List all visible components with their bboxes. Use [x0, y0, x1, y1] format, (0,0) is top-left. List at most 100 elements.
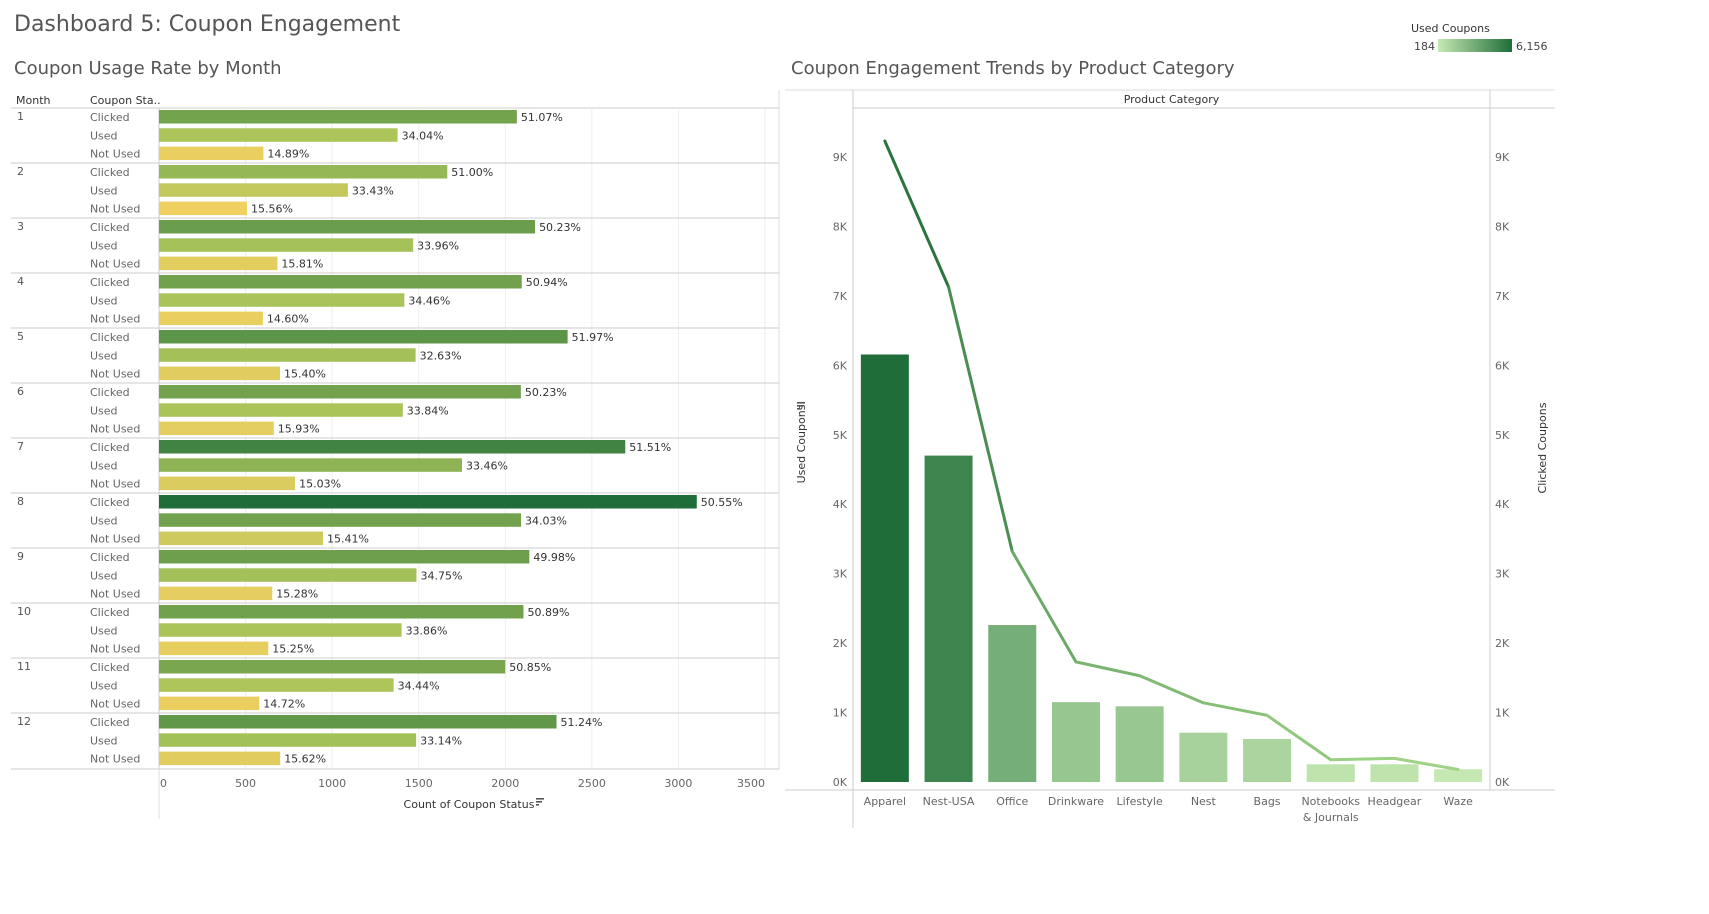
bar[interactable]	[159, 293, 405, 307]
category-bar[interactable]	[1370, 764, 1419, 782]
y2-tick-label: 1K	[1495, 707, 1510, 720]
clicked-line-segment[interactable]	[1074, 660, 1142, 678]
x-axis-title: Count of Coupon Status	[404, 798, 535, 811]
x-tick-label: 2000	[491, 777, 519, 790]
clicked-line-segment[interactable]	[883, 139, 951, 289]
bar[interactable]	[159, 220, 536, 234]
x-tick-label: 3000	[664, 777, 692, 790]
bar[interactable]	[159, 476, 296, 491]
bar[interactable]	[159, 348, 416, 362]
category-trend-chart[interactable]: Product Category 0K 0K 1K 1K 2K 2K 3K 3K 4K 4K 5K 5K…	[785, 84, 1709, 830]
bar[interactable]	[159, 421, 274, 436]
clicked-line-segment[interactable]	[1010, 549, 1078, 664]
category-bar[interactable]	[924, 455, 973, 782]
bar[interactable]	[159, 641, 269, 656]
category-bar[interactable]	[1051, 702, 1100, 782]
bar[interactable]	[159, 513, 522, 527]
bar[interactable]	[159, 385, 521, 399]
bar[interactable]	[159, 183, 348, 197]
category-bar[interactable]	[1306, 764, 1355, 782]
status-label: Not Used	[90, 643, 140, 656]
monthly-usage-chart[interactable]: Month Coupon Sta.. 1 Clicked 51.07% Used 34.04…	[0, 84, 785, 824]
clicked-line-segment[interactable]	[1329, 756, 1396, 762]
status-label: Used	[90, 129, 118, 142]
bar-value-label: 33.96%	[417, 239, 459, 252]
bar[interactable]	[159, 311, 263, 326]
bar-value-label: 51.51%	[629, 441, 671, 454]
clicked-line-segment[interactable]	[1392, 756, 1460, 771]
bar-value-label: 33.86%	[406, 624, 448, 637]
bar[interactable]	[159, 696, 260, 711]
category-label: Apparel	[864, 795, 906, 808]
status-label: Clicked	[90, 496, 130, 509]
y-sort-icon[interactable]	[797, 402, 805, 410]
clicked-line-segment[interactable]	[947, 285, 1014, 553]
status-label: Not Used	[90, 203, 140, 216]
bar[interactable]	[159, 586, 273, 601]
bar[interactable]	[159, 733, 417, 747]
bar-value-label: 33.46%	[466, 459, 508, 472]
bar[interactable]	[159, 366, 281, 381]
status-label: Used	[90, 514, 118, 527]
legend-title: Used Coupons	[1411, 22, 1490, 35]
bar[interactable]	[159, 458, 462, 472]
category-bar[interactable]	[1434, 769, 1483, 782]
bar[interactable]	[159, 568, 417, 582]
bar[interactable]	[159, 165, 448, 179]
category-bar[interactable]	[1115, 706, 1164, 782]
y2-tick-label: 9K	[1495, 151, 1510, 164]
category-bar[interactable]	[1179, 732, 1228, 782]
bar[interactable]	[159, 623, 402, 637]
y2-tick-label: 4K	[1495, 498, 1510, 511]
y2-tick-label: 0K	[1495, 776, 1510, 789]
category-bar[interactable]	[988, 625, 1037, 782]
clicked-line-segment[interactable]	[1201, 701, 1269, 717]
bar[interactable]	[159, 330, 568, 344]
bar[interactable]	[159, 531, 323, 546]
y2-tick-label: 3K	[1495, 568, 1510, 581]
bar[interactable]	[159, 678, 394, 692]
bar-value-label: 33.14%	[420, 734, 462, 747]
bar[interactable]	[159, 605, 524, 619]
color-legend[interactable]: Used Coupons 184 6,156	[1410, 22, 1560, 62]
bar[interactable]	[159, 110, 517, 124]
bar[interactable]	[159, 128, 398, 142]
clicked-line-segment[interactable]	[1265, 713, 1333, 762]
bar[interactable]	[159, 440, 626, 454]
category-header: Product Category	[1124, 93, 1220, 106]
category-bar[interactable]	[1243, 738, 1292, 782]
y-tick-label: 3K	[833, 568, 848, 581]
bar[interactable]	[159, 256, 278, 271]
bar[interactable]	[159, 146, 264, 161]
bar[interactable]	[159, 660, 506, 674]
bar[interactable]	[159, 238, 414, 252]
bar-value-label: 50.94%	[526, 276, 568, 289]
bar[interactable]	[159, 550, 530, 564]
bar[interactable]	[159, 403, 403, 417]
status-column-header: Coupon Sta..	[90, 94, 161, 107]
category-label: Notebooks	[1301, 795, 1360, 808]
bar[interactable]	[159, 275, 522, 289]
y-tick-label: 5K	[833, 429, 848, 442]
status-label: Not Used	[90, 753, 140, 766]
bar-value-label: 32.63%	[420, 349, 462, 362]
status-label: Clicked	[90, 386, 130, 399]
bar-value-label: 15.03%	[299, 478, 341, 491]
status-label: Used	[90, 349, 118, 362]
bar-value-label: 51.97%	[572, 331, 614, 344]
bar[interactable]	[159, 751, 281, 766]
bar[interactable]	[159, 201, 247, 216]
status-label: Not Used	[90, 588, 140, 601]
status-label: Used	[90, 679, 118, 692]
bar[interactable]	[159, 495, 697, 509]
category-label: Nest	[1191, 795, 1217, 808]
month-label: 6	[17, 385, 24, 398]
clicked-line-segment[interactable]	[1138, 674, 1205, 705]
y-tick-label: 2K	[833, 637, 848, 650]
sort-descending-icon[interactable]	[536, 798, 544, 806]
y-tick-label: 6K	[833, 359, 848, 372]
bar[interactable]	[159, 715, 557, 729]
y2-tick-label: 7K	[1495, 290, 1510, 303]
bar-value-label: 15.56%	[251, 203, 293, 216]
category-bar[interactable]	[860, 354, 909, 783]
